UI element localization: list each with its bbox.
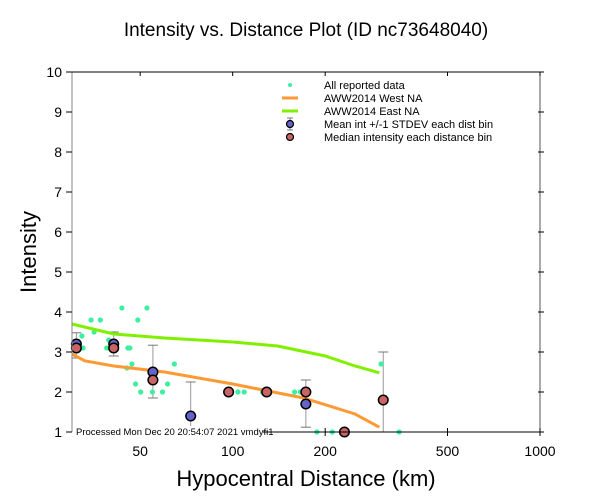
reported-data-point bbox=[138, 389, 144, 395]
aww2014-west-na-line bbox=[71, 352, 381, 429]
reported-data-point bbox=[171, 361, 177, 367]
median-bin-marker bbox=[108, 342, 120, 354]
y-tick-label: 10 bbox=[46, 64, 62, 80]
reported-data-point bbox=[79, 333, 85, 339]
reported-data-point bbox=[159, 389, 166, 395]
reported-data-point bbox=[127, 345, 133, 351]
x-tick-label: 1000 bbox=[524, 443, 555, 459]
reported-data-point bbox=[149, 389, 156, 395]
y-tick-label: 8 bbox=[54, 144, 62, 160]
median-bin-marker bbox=[377, 394, 389, 406]
legend-dot-icon bbox=[288, 83, 292, 87]
y-tick-label: 7 bbox=[54, 184, 62, 200]
y-tick-label: 1 bbox=[54, 424, 62, 440]
legend-label: AWW2014 West NA bbox=[324, 93, 423, 105]
x-axis-label: Hypocentral Distance (km) bbox=[176, 466, 435, 491]
reported-data-point bbox=[104, 345, 110, 351]
legend-label: Mean int +/-1 STDEV each dist bin bbox=[324, 119, 493, 131]
median-bin-marker bbox=[223, 386, 235, 398]
median-bin-marker bbox=[70, 342, 82, 354]
processed-label-bg bbox=[73, 426, 263, 437]
legend-label: AWW2014 East NA bbox=[324, 106, 420, 118]
reported-data-point bbox=[164, 381, 171, 387]
median-bin-marker bbox=[261, 386, 273, 398]
x-tick-label: 500 bbox=[436, 443, 460, 459]
mean-bin-marker bbox=[300, 398, 312, 410]
reported-data-point bbox=[119, 305, 125, 311]
reported-data-point bbox=[235, 389, 241, 395]
y-tick-label: 5 bbox=[54, 264, 62, 280]
x-tick-label: 100 bbox=[221, 443, 245, 459]
y-axis-label: Intensity bbox=[16, 211, 41, 293]
y-tick-label: 9 bbox=[54, 104, 62, 120]
reported-data-point bbox=[132, 381, 139, 387]
reported-data-point bbox=[291, 389, 298, 395]
legend-label: Median intensity each distance bin bbox=[324, 132, 492, 144]
reported-data-point bbox=[88, 317, 94, 323]
y-tick-label: 3 bbox=[54, 344, 62, 360]
legend-label: All reported data bbox=[324, 80, 406, 92]
x-tick-label: 200 bbox=[314, 443, 338, 459]
legend-marker-icon bbox=[285, 132, 295, 142]
reported-data-point bbox=[241, 389, 247, 395]
x-tick-label: 50 bbox=[132, 443, 148, 459]
y-tick-label: 4 bbox=[54, 304, 62, 320]
median-bin-marker bbox=[300, 386, 312, 398]
y-tick-label: 2 bbox=[54, 384, 62, 400]
legend-marker-icon bbox=[285, 119, 295, 129]
reported-data-point bbox=[144, 305, 150, 311]
y-tick-label: 6 bbox=[54, 224, 62, 240]
reported-data-point bbox=[378, 361, 384, 367]
reported-data-point bbox=[97, 317, 103, 323]
reported-data-point bbox=[80, 345, 86, 351]
mean-bin-marker bbox=[185, 410, 197, 422]
reported-data-point bbox=[135, 317, 141, 323]
chart-title: Intensity vs. Distance Plot (ID nc736480… bbox=[124, 20, 488, 41]
reported-data-point bbox=[129, 361, 135, 367]
median-bin-marker bbox=[147, 374, 159, 386]
aww2014-east-na-line bbox=[71, 322, 380, 375]
processed-annotation: Processed Mon Dec 20 20:54:07 2021 vmdyf… bbox=[76, 427, 274, 438]
